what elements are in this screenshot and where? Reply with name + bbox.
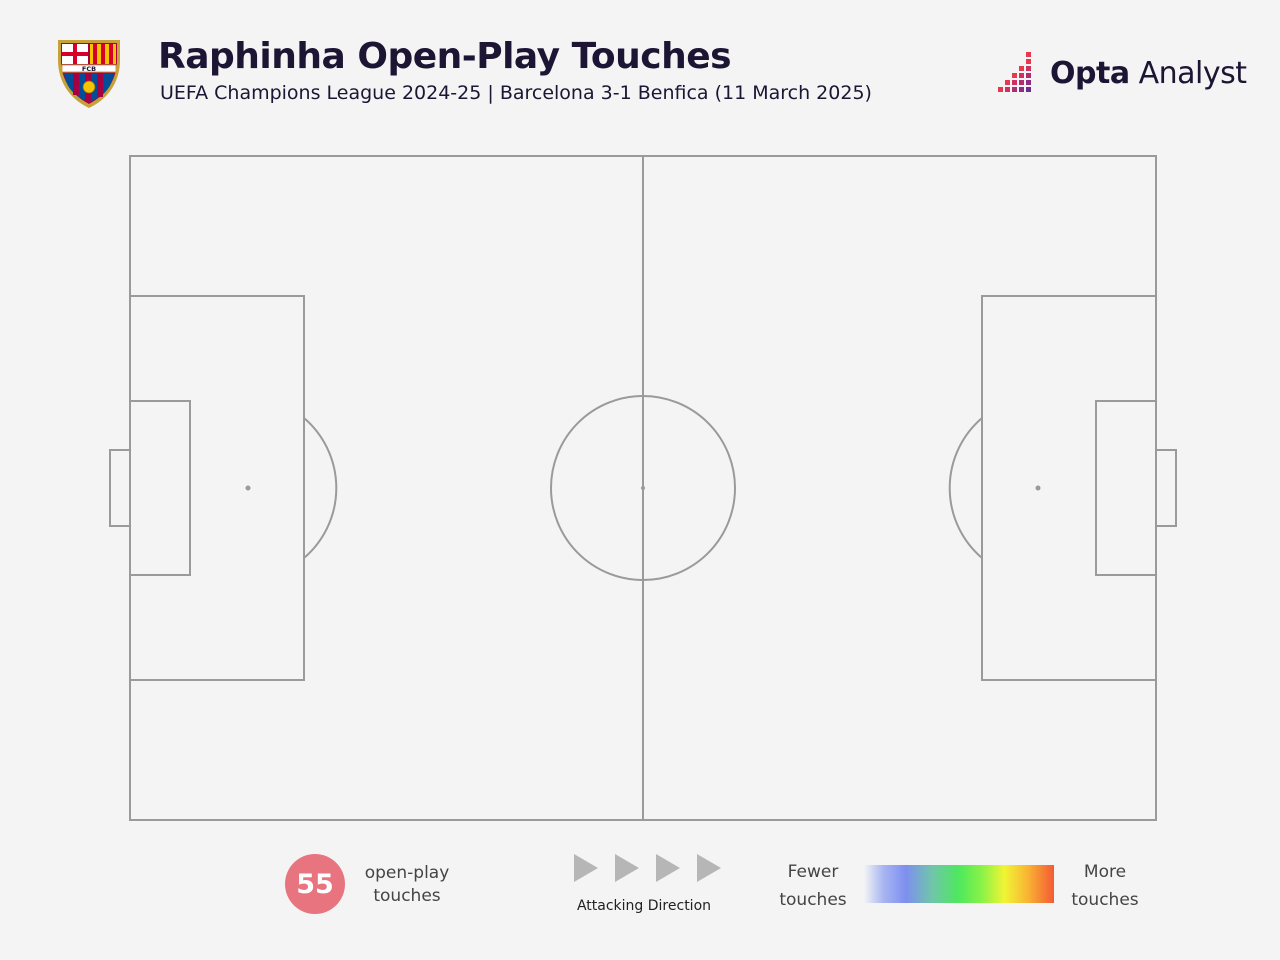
heat-hotspot — [970, 409, 1075, 514]
pitch-lines — [109, 155, 1177, 821]
play-arrow-icon — [615, 854, 639, 882]
heat-hotspot — [736, 371, 838, 472]
brand-mark-icon — [998, 52, 1031, 92]
heat-hotspot — [978, 314, 1088, 423]
heat-hotspot — [468, 323, 572, 427]
play-arrow-icon — [697, 854, 721, 882]
pitch-heatmap — [109, 155, 1177, 821]
touch-count-label: open-play touches — [364, 863, 450, 906]
attacking-direction-label: Attacking Direction — [576, 898, 712, 914]
heat-hotspot — [996, 185, 1111, 300]
heat-hotspot — [556, 522, 648, 613]
heat-hotspot — [370, 727, 464, 820]
chart-subtitle: UEFA Champions League 2024-25 | Barcelon… — [160, 82, 872, 104]
svg-text:FCB: FCB — [82, 65, 96, 73]
heat-hotspot — [634, 452, 734, 551]
attacking-direction-arrows — [574, 854, 721, 882]
play-arrow-icon — [656, 854, 680, 882]
heat-hotspot — [775, 203, 880, 308]
heat-scale-bar — [864, 865, 1054, 903]
heat-hotspot — [736, 636, 838, 738]
scale-fewer-label: Fewer touches — [779, 862, 847, 910]
brand-name: Opta Analyst — [1050, 55, 1247, 91]
heat-hotspot — [613, 225, 714, 326]
heat-hotspot — [486, 194, 595, 304]
heat-hotspot — [542, 651, 641, 750]
heat-hotspot — [886, 427, 995, 536]
club-crest-logo: FCB — [58, 40, 120, 108]
touch-count-badge: 55 — [285, 854, 345, 914]
chart-title: Raphinha Open-Play Touches — [158, 36, 732, 77]
heat-hotspot — [718, 287, 814, 384]
brand-logo: Opta Analyst — [996, 50, 1247, 96]
scale-more-label: More touches — [1071, 862, 1139, 910]
play-arrow-icon — [574, 854, 598, 882]
